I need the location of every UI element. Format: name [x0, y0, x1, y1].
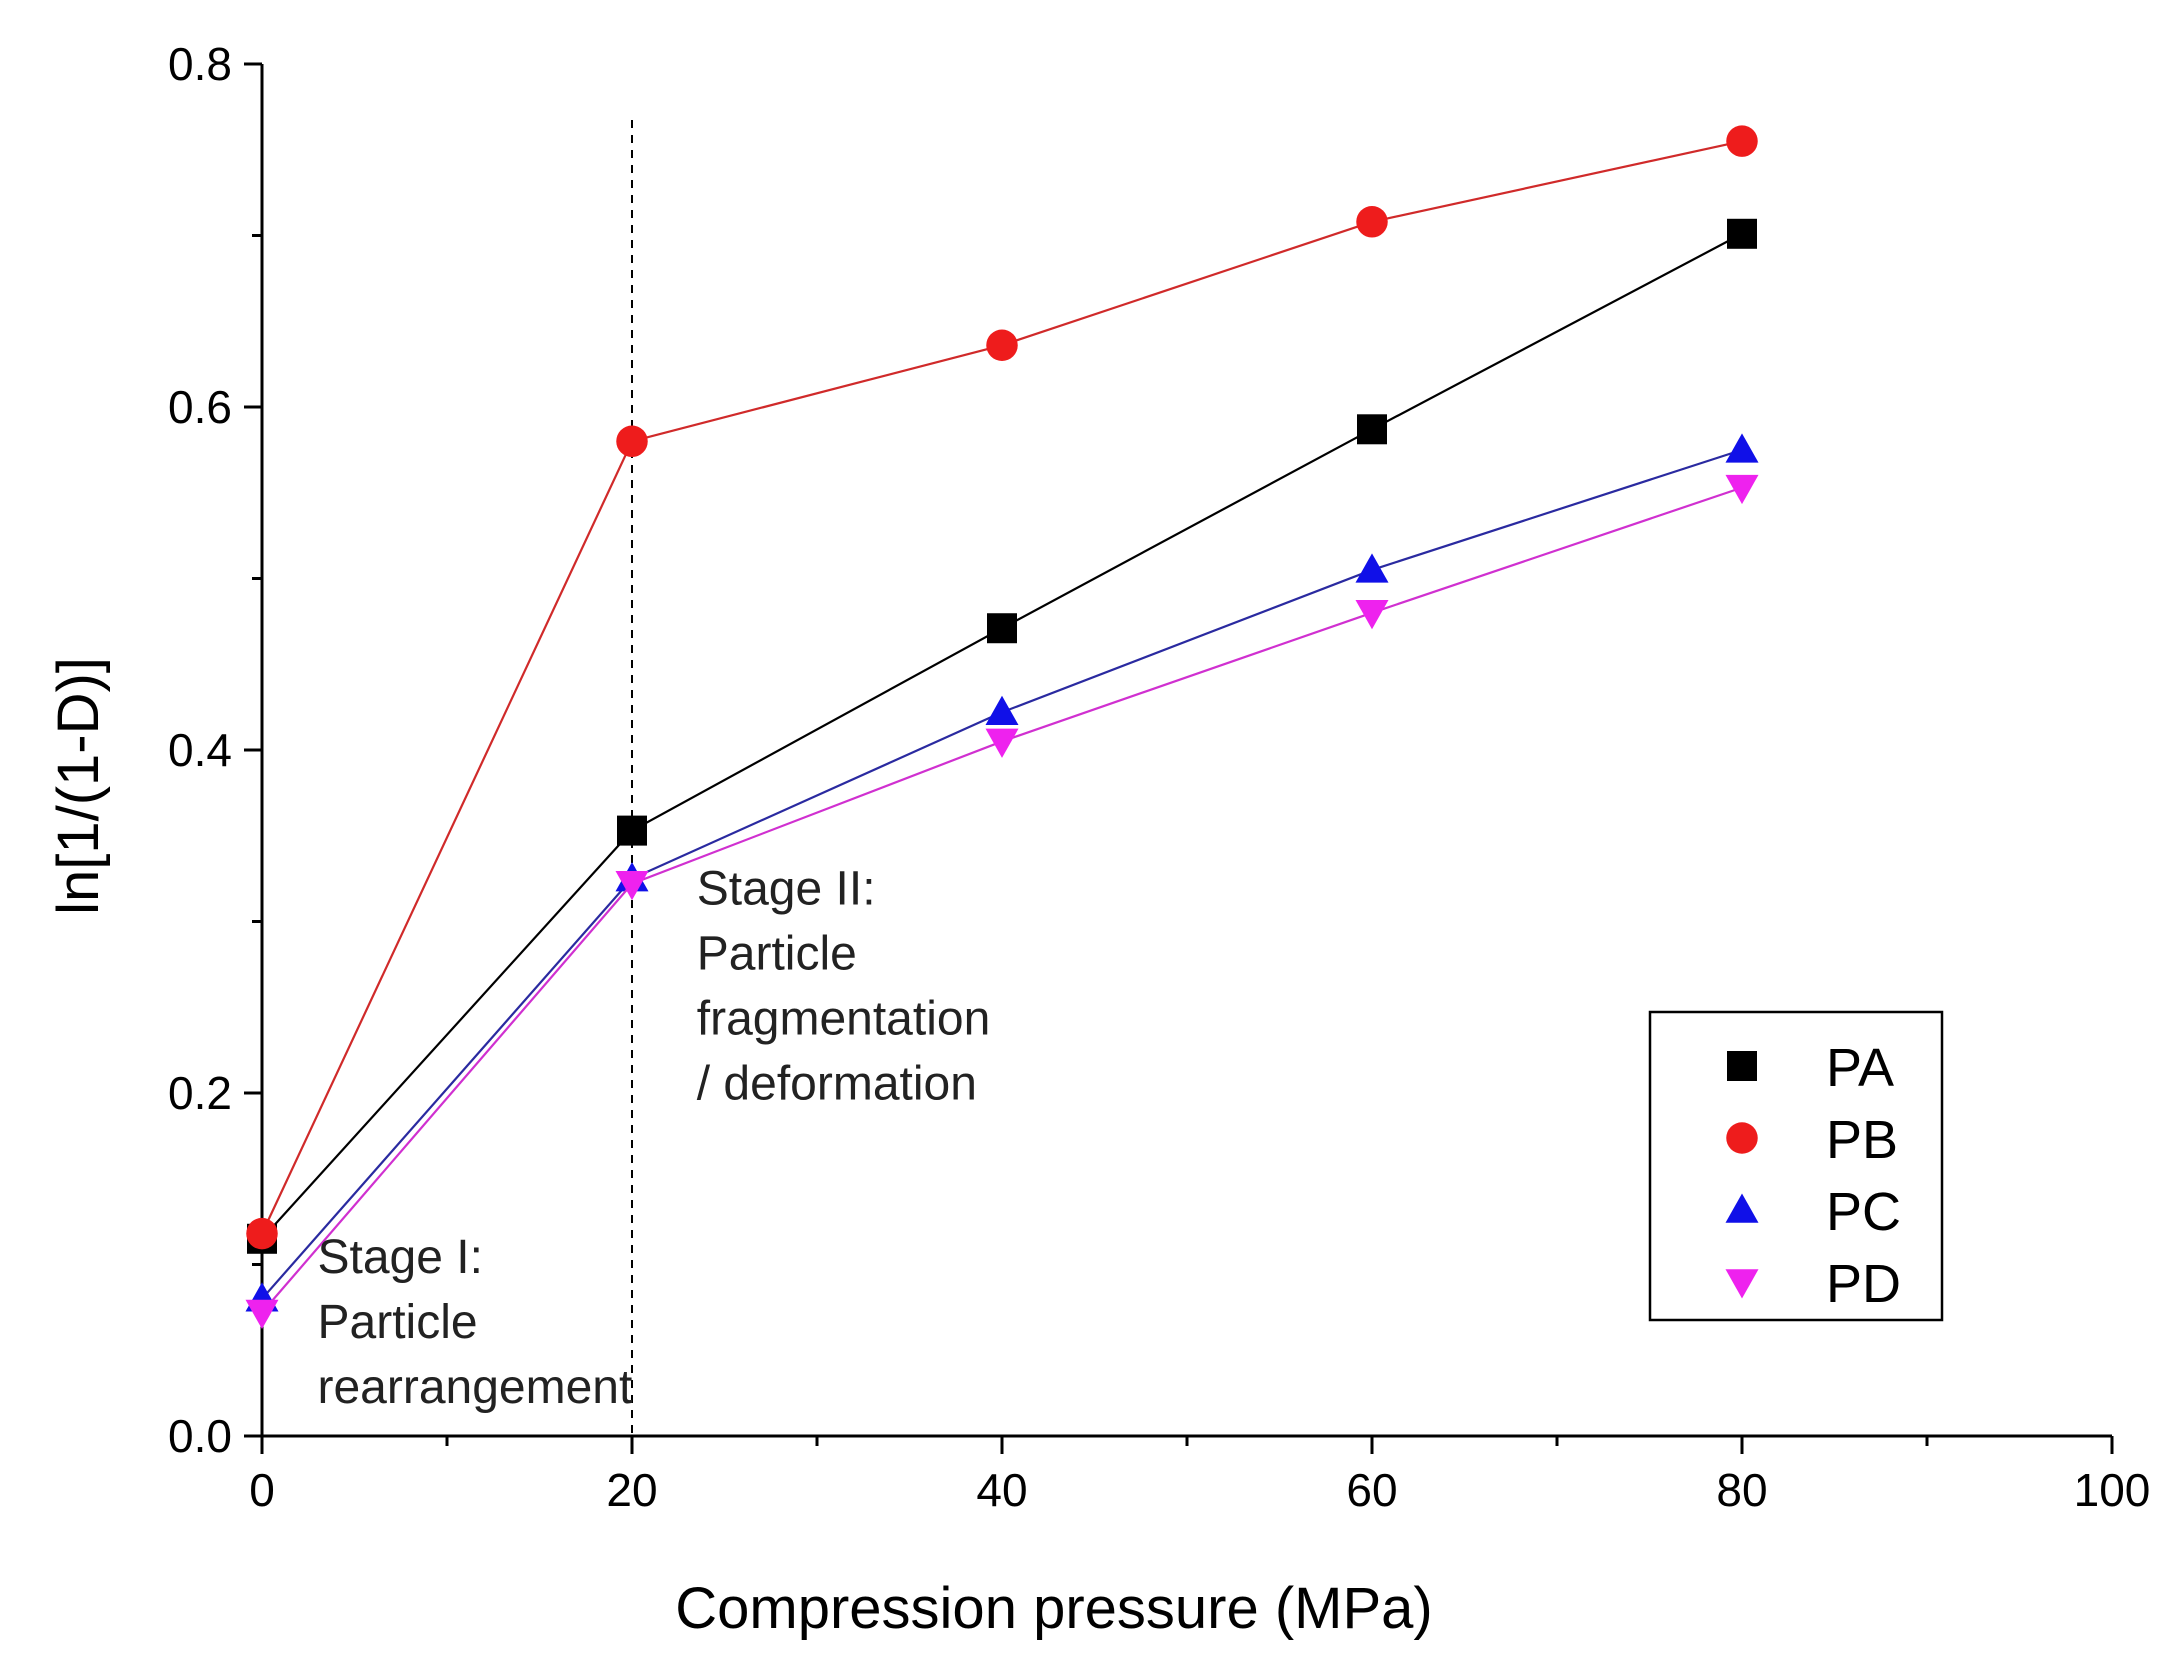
legend-marker-pd — [1725, 1269, 1759, 1299]
y-tick-label: 0.6 — [168, 381, 232, 433]
x-axis: 0 20 40 60 80 100 — [249, 1434, 2151, 1516]
data-point-pb — [616, 425, 648, 458]
series-pc — [245, 433, 1759, 1312]
data-point-pa — [987, 613, 1017, 644]
legend-label-pd: PD — [1826, 1254, 1901, 1314]
x-tick-label: 80 — [1716, 1464, 1767, 1516]
annotation-line: Stage II: — [697, 862, 876, 915]
x-tick-label: 100 — [2074, 1464, 2151, 1516]
annotation-line: Particle — [697, 927, 857, 980]
annotation-stage2: Stage II: Particle fragmentation / deformat… — [697, 862, 991, 1110]
data-point-pa — [1727, 218, 1757, 249]
series-pd — [245, 474, 1759, 1330]
x-tick-label: 40 — [976, 1464, 1027, 1516]
data-point-pa — [1357, 414, 1387, 445]
y-tick-label: 0.0 — [168, 1410, 232, 1462]
legend-label-pb: PB — [1826, 1110, 1898, 1170]
x-tick-label: 0 — [249, 1464, 275, 1516]
legend-marker-pb — [1726, 1122, 1758, 1154]
data-point-pd — [1355, 600, 1389, 630]
data-point-pb — [246, 1217, 278, 1250]
data-point-pa — [617, 815, 647, 846]
series-pb — [246, 125, 1758, 1250]
annotation-stage1: Stage I: Particle rearrangement — [318, 1231, 633, 1414]
annotation-line: Particle — [318, 1296, 478, 1349]
series-line-pd — [261, 486, 1743, 1314]
data-point-pb — [986, 329, 1018, 362]
legend-box — [1648, 1010, 1944, 1322]
data-point-pc — [1725, 433, 1759, 463]
annotation-line: rearrangement — [318, 1361, 633, 1414]
y-tick-label: 0.2 — [168, 1067, 232, 1119]
annotation-layer: Stage I: Particle rearrangement Stage II: Pa… — [318, 862, 991, 1414]
series-line-pc — [261, 448, 1743, 1300]
data-point-pc — [1355, 553, 1389, 583]
annotation-line: / deformation — [697, 1057, 977, 1110]
legend-label-pc: PC — [1826, 1182, 1901, 1242]
legend: PA PB PC PD — [1648, 1010, 1944, 1322]
x-tick-label: 20 — [606, 1464, 657, 1516]
data-point-pb — [1356, 206, 1388, 238]
data-point-pb — [1726, 125, 1758, 157]
legend-marker-pa — [1727, 1051, 1757, 1081]
data-point-pd — [615, 871, 649, 901]
legend-label-pa: PA — [1826, 1038, 1894, 1098]
y-tick-label: 0.8 — [168, 38, 232, 90]
data-point-pd — [1725, 474, 1759, 505]
data-point-pd — [245, 1299, 279, 1330]
legend-marker-pc — [1725, 1193, 1759, 1223]
x-axis-title: Compression pressure (MPa) — [675, 1576, 1432, 1641]
data-point-pc — [985, 695, 1019, 726]
x-tick-label: 60 — [1346, 1464, 1397, 1516]
series-line-pb — [261, 140, 1743, 1235]
annotation-line: Stage I: — [318, 1231, 483, 1284]
y-tick-label: 0.4 — [168, 724, 232, 776]
data-point-pd — [985, 728, 1019, 758]
y-axis: 0.0 0.2 0.4 0.6 0.8 — [168, 38, 264, 1462]
series-layer — [245, 125, 1759, 1330]
y-axis-title: ln[1/(1-D)] — [46, 657, 111, 915]
annotation-line: fragmentation — [697, 992, 991, 1045]
